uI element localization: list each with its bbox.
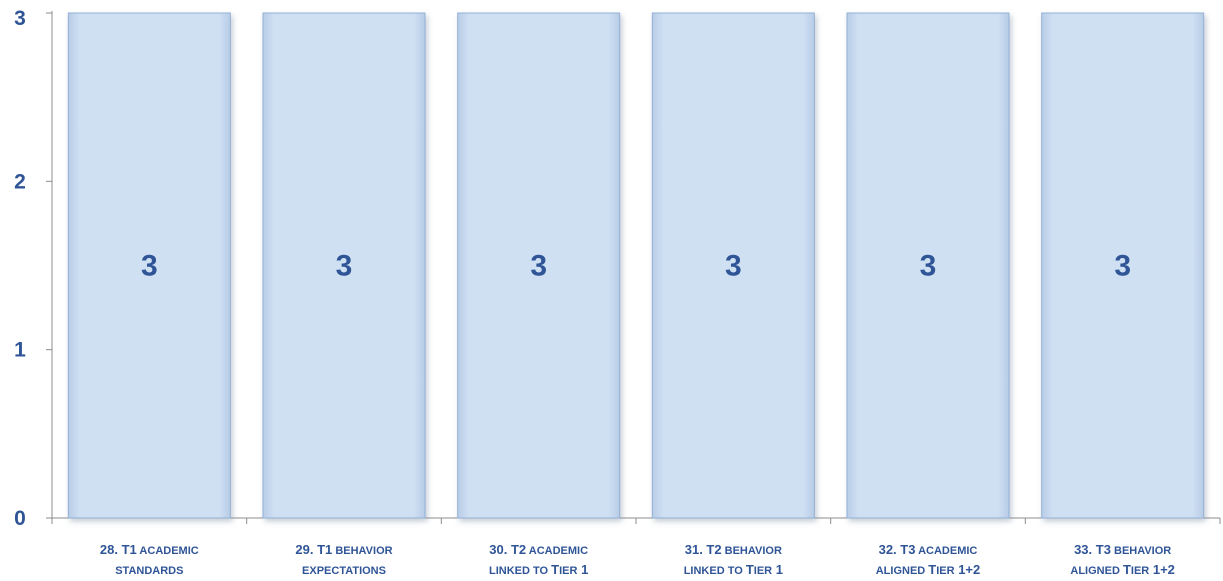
bar-value-label: 3 xyxy=(920,250,937,283)
bar xyxy=(262,12,426,519)
x-tick-label: 32. T3 ACADEMIC xyxy=(879,542,978,557)
bar xyxy=(67,12,231,519)
bar-value-label: 3 xyxy=(1114,250,1131,283)
x-tick-label: 31. T2 BEHAVIOR xyxy=(685,542,782,557)
x-tick-label: 30. T2 ACADEMIC xyxy=(489,542,588,557)
x-tick-label: STANDARDS xyxy=(115,565,183,577)
bar xyxy=(651,12,815,519)
bar-value-label: 3 xyxy=(725,250,742,283)
y-tick-label: 3 xyxy=(14,7,26,30)
bar xyxy=(457,12,621,519)
x-tick-label: 33. T3 BEHAVIOR xyxy=(1074,542,1171,557)
bar-value-label: 3 xyxy=(530,250,547,283)
labels: 3 28. T1 ACADEMIC STANDARDS 3 29. T1 BEHAVIO… xyxy=(100,250,1175,578)
bar xyxy=(846,12,1010,519)
bars xyxy=(67,12,1205,519)
x-tick-label: 29. T1 BEHAVIOR xyxy=(295,542,392,557)
x-tick-label: LINKED TO TIER 1 xyxy=(684,562,783,577)
x-tick-label: EXPECTATIONS xyxy=(302,565,386,577)
bar-value-label: 3 xyxy=(336,250,353,283)
y-tick-label: 1 xyxy=(14,339,26,362)
x-tick-label: 28. T1 ACADEMIC xyxy=(100,542,199,557)
bar xyxy=(1041,12,1205,519)
bar-value-label: 3 xyxy=(141,250,158,283)
x-tick-label: LINKED TO TIER 1 xyxy=(489,562,588,577)
axes: 0 1 2 3 xyxy=(14,7,1221,530)
y-tick-label: 0 xyxy=(14,507,26,530)
x-tick-label: ALIGNED TIER 1+2 xyxy=(1070,562,1175,577)
x-tick-label: ALIGNED TIER 1+2 xyxy=(876,562,981,577)
y-tick-label: 2 xyxy=(14,170,26,193)
